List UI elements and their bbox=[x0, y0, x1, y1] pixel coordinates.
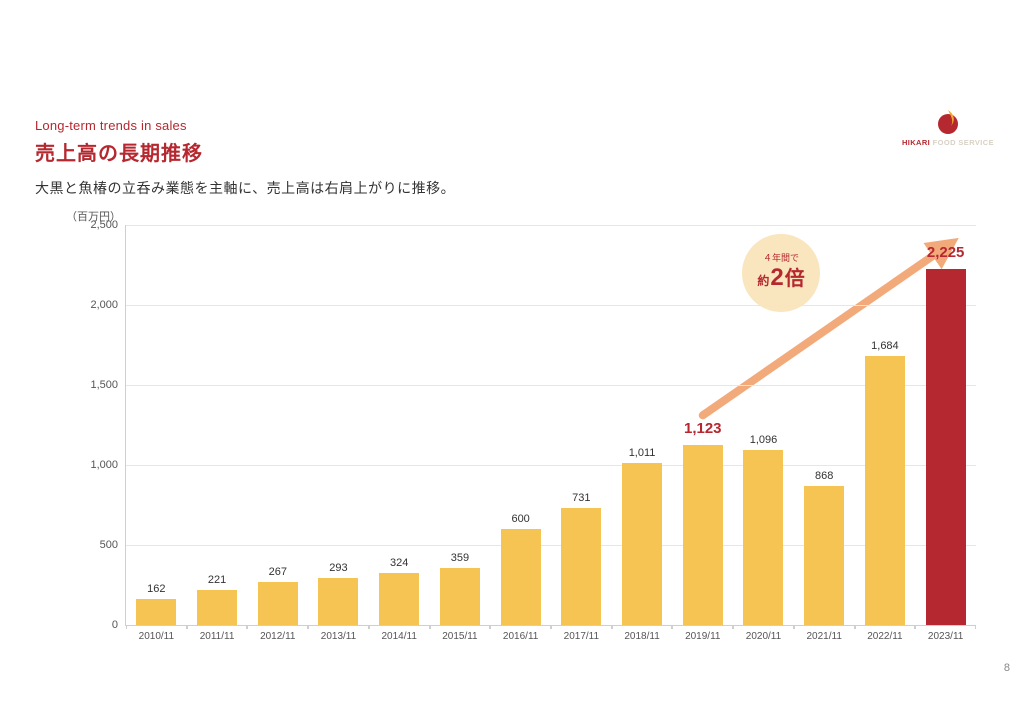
bar-value-label: 600 bbox=[511, 513, 529, 525]
gridline bbox=[126, 305, 976, 306]
badge-top-text: ４年間で bbox=[763, 254, 799, 264]
logo-text: HIKARI FOOD SERVICE bbox=[902, 138, 994, 147]
logo-circle bbox=[938, 114, 958, 134]
bar-value-label: 2,225 bbox=[927, 244, 965, 261]
sales-chart: （百万円） ４年間で約2倍 05001,0001,5002,0002,50016… bbox=[60, 215, 975, 655]
x-tick-label: 2021/11 bbox=[794, 625, 855, 642]
bar bbox=[804, 486, 844, 625]
bar-value-label: 1,684 bbox=[871, 340, 899, 352]
bar bbox=[926, 269, 966, 625]
bar bbox=[501, 529, 541, 625]
bar bbox=[683, 445, 723, 625]
bar bbox=[865, 356, 905, 625]
y-tick-label: 0 bbox=[112, 619, 126, 631]
y-tick-label: 500 bbox=[100, 539, 126, 551]
logo-brand: HIKARI bbox=[902, 138, 930, 147]
bar bbox=[136, 599, 176, 625]
growth-badge: ４年間で約2倍 bbox=[742, 234, 820, 312]
title-jp: 売上高の長期推移 bbox=[35, 137, 203, 166]
bar bbox=[379, 573, 419, 625]
bar-value-label: 162 bbox=[147, 583, 165, 595]
y-tick-label: 2,500 bbox=[90, 219, 126, 231]
x-tick-label: 2011/11 bbox=[187, 625, 248, 642]
bar bbox=[197, 590, 237, 625]
bar-value-label: 267 bbox=[269, 566, 287, 578]
bar bbox=[318, 578, 358, 625]
bar bbox=[743, 450, 783, 625]
description-text: 大黒と魚椿の立呑み業態を主軸に、売上高は右肩上がりに推移。 bbox=[35, 178, 455, 198]
gridline bbox=[126, 385, 976, 386]
subtitle-en: Long-term trends in sales bbox=[35, 118, 203, 133]
gridline bbox=[126, 465, 976, 466]
bar bbox=[440, 568, 480, 625]
x-tick-label: 2022/11 bbox=[855, 625, 916, 642]
x-tick-label: 2023/11 bbox=[915, 625, 976, 642]
x-tick-label: 2010/11 bbox=[126, 625, 187, 642]
chart-plot-area: ４年間で約2倍 05001,0001,5002,0002,5001622010/… bbox=[125, 225, 976, 626]
logo-rest: FOOD SERVICE bbox=[930, 138, 994, 147]
y-tick-label: 1,000 bbox=[90, 459, 126, 471]
y-tick-label: 2,000 bbox=[90, 299, 126, 311]
x-tick-label: 2016/11 bbox=[490, 625, 551, 642]
logo-icon bbox=[934, 108, 962, 136]
x-tick-label: 2013/11 bbox=[308, 625, 369, 642]
y-tick-label: 1,500 bbox=[90, 379, 126, 391]
growth-arrow bbox=[126, 225, 976, 625]
gridline bbox=[126, 545, 976, 546]
bar-value-label: 221 bbox=[208, 574, 226, 586]
x-tick-label: 2014/11 bbox=[369, 625, 430, 642]
header: Long-term trends in sales 売上高の長期推移 bbox=[35, 118, 203, 166]
x-tick-label: 2018/11 bbox=[612, 625, 673, 642]
x-tick-label: 2015/11 bbox=[430, 625, 491, 642]
bar-value-label: 731 bbox=[572, 492, 590, 504]
x-tick-label: 2019/11 bbox=[672, 625, 733, 642]
bar-value-label: 1,096 bbox=[750, 434, 778, 446]
bar-value-label: 868 bbox=[815, 470, 833, 482]
bar bbox=[561, 508, 601, 625]
badge-main-text: 約2倍 bbox=[757, 265, 804, 291]
page-number: 8 bbox=[1004, 662, 1010, 674]
company-logo: HIKARI FOOD SERVICE bbox=[902, 108, 994, 147]
bar-value-label: 324 bbox=[390, 557, 408, 569]
x-tick-label: 2017/11 bbox=[551, 625, 612, 642]
x-tick-label: 2020/11 bbox=[733, 625, 794, 642]
gridline bbox=[126, 225, 976, 226]
bar bbox=[258, 582, 298, 625]
bar-value-label: 293 bbox=[329, 562, 347, 574]
x-tick-label: 2012/11 bbox=[247, 625, 308, 642]
slide: Long-term trends in sales 売上高の長期推移 大黒と魚椿… bbox=[0, 0, 1024, 724]
bar bbox=[622, 463, 662, 625]
chart-overlay: ４年間で約2倍 bbox=[126, 225, 976, 625]
bar-value-label: 1,123 bbox=[684, 420, 722, 437]
bar-value-label: 1,011 bbox=[629, 447, 656, 459]
bar-value-label: 359 bbox=[451, 552, 469, 564]
